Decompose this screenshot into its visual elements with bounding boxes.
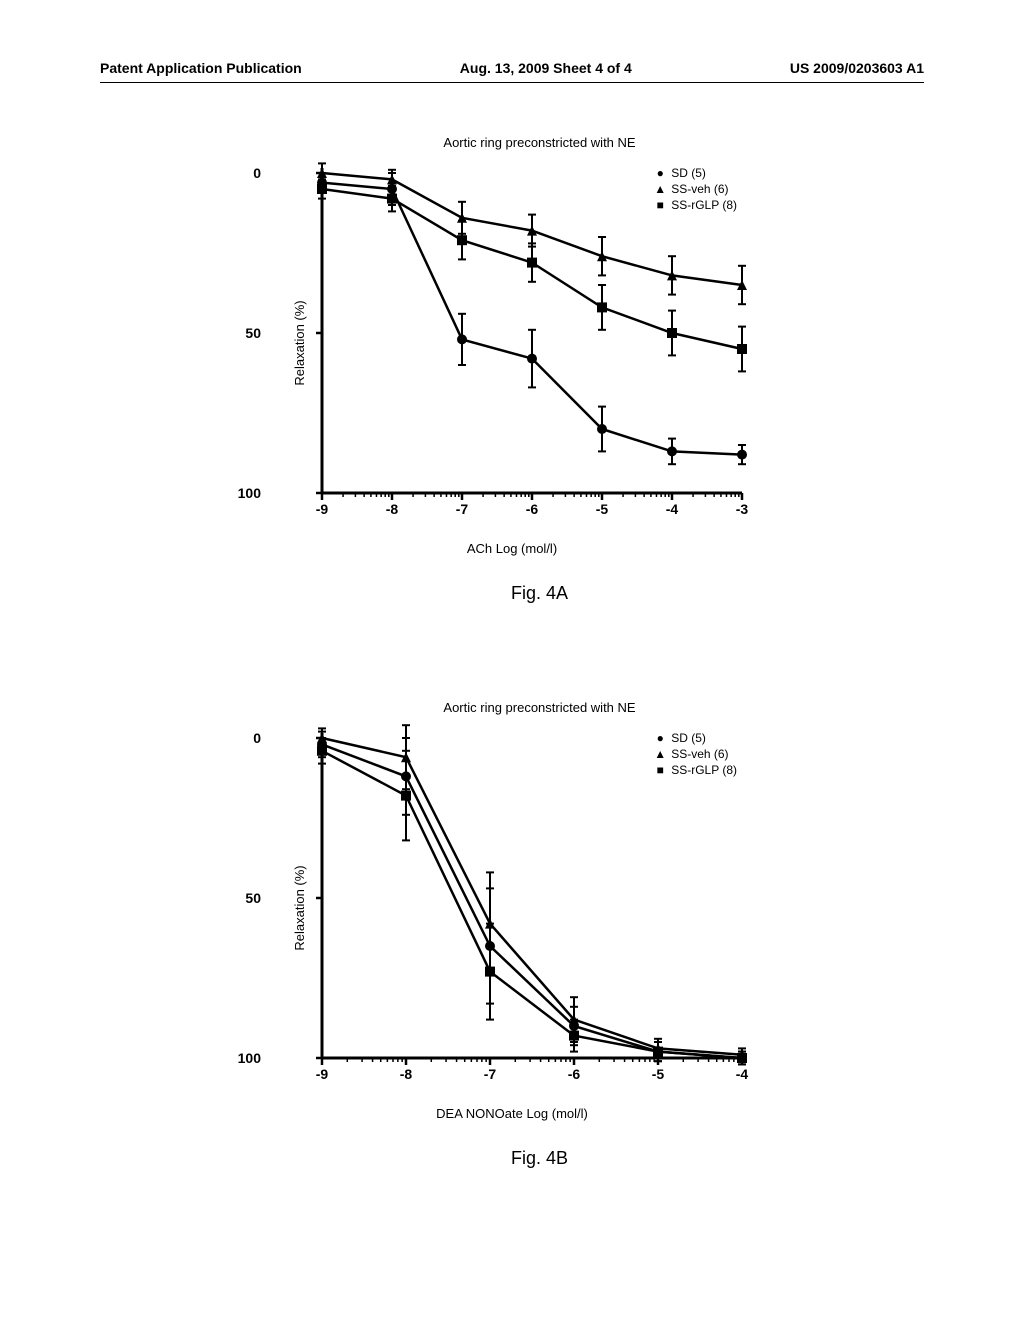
legend-label: SS-veh (6) — [671, 747, 728, 761]
chart-wrapper-b: Relaxation (%) DEA NONOate Log (mol/l) 0… — [267, 723, 757, 1093]
x-tick: -6 — [526, 501, 538, 517]
legend-marker-icon: ■ — [655, 765, 665, 775]
x-tick: -7 — [456, 501, 468, 517]
y-tick: 50 — [245, 325, 261, 341]
legend-marker-icon: ■ — [655, 200, 665, 210]
header-divider — [100, 82, 924, 83]
x-tick: -4 — [736, 1066, 748, 1082]
legend-label: SD (5) — [671, 166, 706, 180]
x-tick: -3 — [736, 501, 748, 517]
legend-item: ▲ SS-veh (6) — [655, 747, 737, 761]
x-axis-label-b: DEA NONOate Log (mol/l) — [436, 1106, 588, 1121]
x-tick: -6 — [568, 1066, 580, 1082]
legend: ● SD (5) ▲ SS-veh (6) ■ SS-rGLP (8) — [655, 731, 737, 779]
header-right: US 2009/0203603 A1 — [790, 60, 924, 76]
x-tick: -5 — [652, 1066, 664, 1082]
header: Patent Application Publication Aug. 13, … — [0, 60, 1024, 76]
figure-label-a: Fig. 4A — [267, 583, 757, 604]
legend-marker-icon: ● — [655, 168, 665, 178]
figure-4b: Aortic ring preconstricted with NE Relax… — [267, 700, 757, 1169]
y-axis-label-a: Relaxation (%) — [292, 300, 307, 385]
chart-wrapper-a: Relaxation (%) ACh Log (mol/l) 050100-9-… — [267, 158, 757, 528]
legend-label: SD (5) — [671, 731, 706, 745]
legend-item: ▲ SS-veh (6) — [655, 182, 737, 196]
legend-label: SS-rGLP (8) — [671, 198, 737, 212]
header-center: Aug. 13, 2009 Sheet 4 of 4 — [460, 60, 632, 76]
x-tick: -7 — [484, 1066, 496, 1082]
x-tick: -9 — [316, 1066, 328, 1082]
x-tick: -5 — [596, 501, 608, 517]
legend-item: ● SD (5) — [655, 731, 737, 745]
legend-item: ■ SS-rGLP (8) — [655, 763, 737, 777]
chart-title-a: Aortic ring preconstricted with NE — [267, 135, 757, 150]
legend-item: ● SD (5) — [655, 166, 737, 180]
legend-marker-icon: ▲ — [655, 184, 665, 194]
legend-label: SS-rGLP (8) — [671, 763, 737, 777]
x-tick: -4 — [666, 501, 678, 517]
figure-label-b: Fig. 4B — [267, 1148, 757, 1169]
legend-marker-icon: ● — [655, 733, 665, 743]
y-tick: 0 — [253, 730, 261, 746]
chart-title-b: Aortic ring preconstricted with NE — [267, 700, 757, 715]
legend-label: SS-veh (6) — [671, 182, 728, 196]
y-axis-label-b: Relaxation (%) — [292, 865, 307, 950]
legend: ● SD (5) ▲ SS-veh (6) ■ SS-rGLP (8) — [655, 166, 737, 214]
x-tick: -8 — [400, 1066, 412, 1082]
y-tick: 0 — [253, 165, 261, 181]
y-tick: 50 — [245, 890, 261, 906]
y-tick: 100 — [238, 485, 261, 501]
figure-4a: Aortic ring preconstricted with NE Relax… — [267, 135, 757, 604]
header-left: Patent Application Publication — [100, 60, 302, 76]
x-axis-label-a: ACh Log (mol/l) — [467, 541, 557, 556]
y-tick: 100 — [238, 1050, 261, 1066]
legend-marker-icon: ▲ — [655, 749, 665, 759]
x-tick: -9 — [316, 501, 328, 517]
legend-item: ■ SS-rGLP (8) — [655, 198, 737, 212]
x-tick: -8 — [386, 501, 398, 517]
